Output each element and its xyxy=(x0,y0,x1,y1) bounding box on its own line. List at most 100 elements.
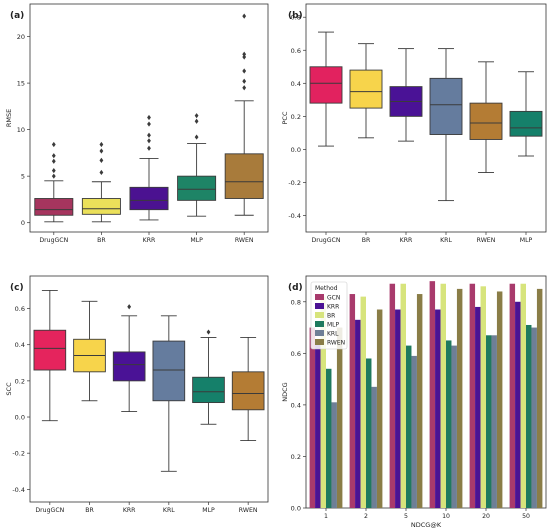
outlier-marker xyxy=(206,329,211,335)
outlier-marker xyxy=(99,148,104,154)
y-axis-label: NDCG xyxy=(281,382,289,401)
bar-BR-50 xyxy=(520,283,526,508)
bar-RWEN-2 xyxy=(376,309,383,508)
box-DrugGCN xyxy=(33,329,67,371)
outlier-marker xyxy=(147,121,151,127)
box-MLP xyxy=(509,110,543,137)
x-tick-label: 2 xyxy=(364,513,368,520)
y-tick-label: 0.4 xyxy=(291,80,301,88)
bar-RWEN-20 xyxy=(496,291,503,508)
panel-a: 0 5 10 15 20 RMSE DrugGCN BR KRR MLP RWEN (a) xyxy=(5,3,269,244)
bar-BR-1 xyxy=(320,296,326,508)
legend-swatch-BR xyxy=(315,312,324,318)
y-tick-label: 0 xyxy=(21,219,25,227)
legend-swatch-KRL xyxy=(315,330,324,336)
legend-label-GCN: GCN xyxy=(327,295,340,302)
x-tick-label: KRR xyxy=(123,507,136,514)
outlier-marker xyxy=(147,114,151,121)
panel-d: 0.0 0.2 0.4 0.6 0.8 NDCG 1 2 5 10 20 50 NDCG@K Method… xyxy=(281,275,547,529)
x-tick-label: BR xyxy=(362,237,371,244)
box-KRL xyxy=(152,340,186,402)
bar-KRR-50 xyxy=(515,301,521,508)
x-tick-label: 10 xyxy=(442,513,450,520)
box-KRR xyxy=(129,186,169,211)
y-tick-label: 0.8 xyxy=(291,298,301,306)
bar-KRL-50 xyxy=(531,327,537,508)
bar-GCN-10 xyxy=(429,281,436,508)
y-tick-label: -0.4 xyxy=(12,486,25,494)
bar-KRL-5 xyxy=(411,355,417,508)
outlier-marker xyxy=(147,132,151,138)
outlier-marker xyxy=(51,153,56,159)
y-tick-label: -0.2 xyxy=(288,179,301,187)
bar-KRR-10 xyxy=(435,309,441,508)
panel-c: -0.4 -0.2 0.0 0.2 0.4 0.6 SCC DrugGCN BR KRR KRL ML… xyxy=(5,275,269,514)
y-tick-label: -0.4 xyxy=(288,212,301,220)
box-DrugGCN xyxy=(34,198,74,216)
box-KRR xyxy=(112,351,146,382)
x-tick-label: BR xyxy=(85,507,94,514)
y-tick-label: 0.0 xyxy=(291,146,301,154)
panel-label: (a) xyxy=(10,11,24,21)
axes-frame xyxy=(305,275,547,509)
y-axis-label: PCC xyxy=(281,111,289,124)
outlier-marker xyxy=(51,173,56,179)
y-tick-label: 0.4 xyxy=(15,341,25,349)
box-KRL xyxy=(429,77,463,135)
x-tick-label: MLP xyxy=(190,237,203,244)
box-BR xyxy=(349,69,383,109)
x-tick-label: 20 xyxy=(482,513,490,520)
outlier-marker xyxy=(51,167,56,174)
axes-frame xyxy=(305,3,547,233)
bar-RWEN-10 xyxy=(456,288,463,508)
outlier-marker xyxy=(242,54,247,60)
y-axis-label: RMSE xyxy=(5,109,13,127)
bar-BR-20 xyxy=(480,286,486,508)
x-axis-label: NDCG@K xyxy=(411,521,442,529)
x-tick-label: RWEN xyxy=(477,237,496,244)
bar-MLP-20 xyxy=(486,335,492,508)
bar-MLP-10 xyxy=(446,340,452,508)
x-tick-label: 50 xyxy=(522,513,530,520)
bar-KRR-1 xyxy=(315,340,321,508)
axes-frame xyxy=(29,275,269,503)
bar-BR-5 xyxy=(400,283,406,508)
bar-GCN-5 xyxy=(389,283,396,508)
outlier-marker xyxy=(194,113,199,119)
outlier-marker xyxy=(242,68,247,74)
x-tick-label: MLP xyxy=(202,507,215,514)
bar-MLP-1 xyxy=(326,368,332,508)
legend-label-KRL: KRL xyxy=(327,331,339,338)
y-tick-label: -0.2 xyxy=(12,450,25,458)
y-tick-label: 0.2 xyxy=(15,377,25,385)
bar-BR-10 xyxy=(440,283,446,508)
bar-KRR-2 xyxy=(355,319,361,508)
legend-label-BR: BR xyxy=(327,313,335,320)
bar-RWEN-50 xyxy=(536,288,543,508)
y-tick-label: 0.6 xyxy=(15,305,25,313)
x-tick-label: RWEN xyxy=(239,507,258,514)
bar-MLP-5 xyxy=(406,345,412,508)
legend-label-RWEN: RWEN xyxy=(327,340,345,347)
outlier-marker xyxy=(99,169,104,176)
outlier-marker xyxy=(147,138,151,144)
x-tick-label: 5 xyxy=(404,513,408,520)
legend-label-MLP: MLP xyxy=(327,322,340,329)
bar-RWEN-1 xyxy=(336,327,343,508)
legend-swatch-MLP xyxy=(315,321,324,327)
bar-KRR-5 xyxy=(395,309,401,508)
panel-label: (b) xyxy=(288,11,303,21)
outlier-marker xyxy=(194,118,199,124)
outlier-marker xyxy=(51,141,56,148)
y-tick-label: 0.6 xyxy=(291,47,301,55)
bar-KRL-20 xyxy=(491,335,497,508)
x-tick-label: KRL xyxy=(163,507,175,514)
panel-label: (c) xyxy=(10,283,24,293)
x-tick-label: RWEN xyxy=(235,237,254,244)
outlier-marker xyxy=(127,304,132,310)
outlier-marker xyxy=(242,51,247,57)
legend-label-KRR: KRR xyxy=(327,304,339,311)
outlier-marker xyxy=(99,157,104,163)
y-tick-label: 10 xyxy=(17,126,25,134)
